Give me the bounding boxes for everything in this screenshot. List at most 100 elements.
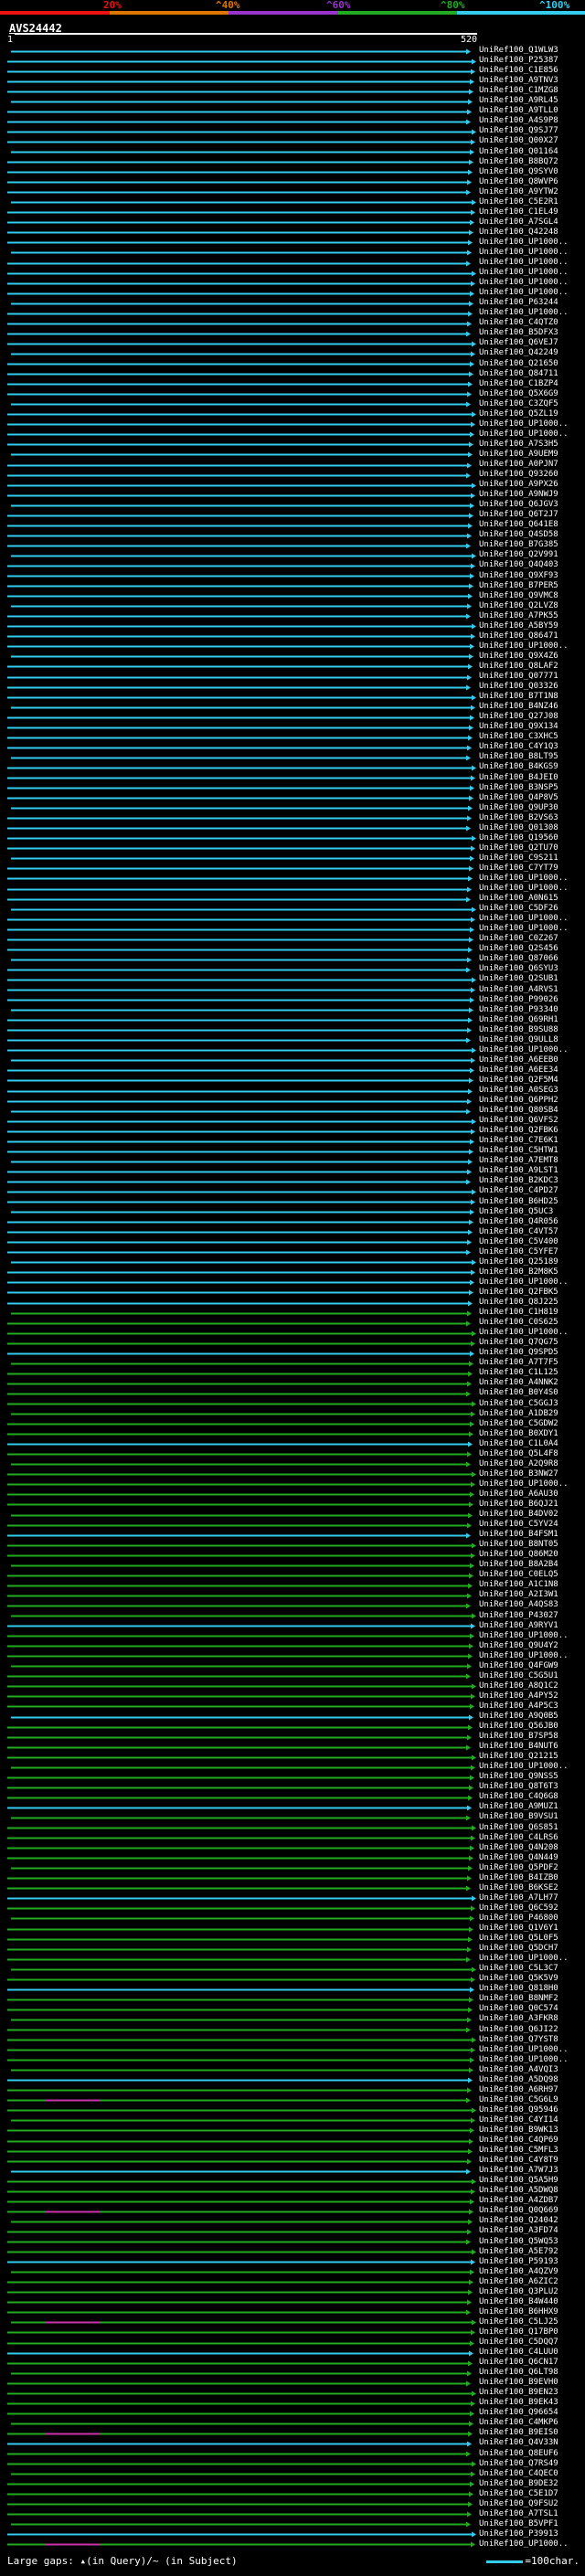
hit-label[interactable]: UniRef100_Q42249 (479, 348, 558, 357)
hit-label[interactable]: UniRef100_A9TLL0 (479, 106, 558, 115)
hit-label[interactable]: UniRef100_A4QZV9 (479, 2267, 558, 2276)
hit-label[interactable]: UniRef100_Q5X6G9 (479, 389, 558, 398)
hit-label[interactable]: UniRef100_C0S625 (479, 1318, 558, 1327)
hit-label[interactable]: UniRef100_B4NUT6 (479, 1742, 558, 1751)
hit-label[interactable]: UniRef100_B7SP58 (479, 1732, 558, 1741)
hit-label[interactable]: UniRef100_B9WK13 (479, 2125, 558, 2135)
hit-label[interactable]: UniRef100_UP1000.. (479, 1651, 569, 1660)
hit-label[interactable]: UniRef100_UP1000.. (479, 429, 569, 439)
hit-label[interactable]: UniRef100_A7LH77 (479, 1893, 558, 1903)
hit-label[interactable]: UniRef100_A5DWQ8 (479, 2186, 558, 2195)
hit-label[interactable]: UniRef100_Q4V33N (479, 2438, 558, 2447)
hit-label[interactable]: UniRef100_Q5UC3 (479, 1207, 554, 1216)
hit-label[interactable]: UniRef100_Q7YST8 (479, 2035, 558, 2044)
hit-label[interactable]: UniRef100_Q5PDF2 (479, 1863, 558, 1872)
hit-label[interactable]: UniRef100_Q7RS49 (479, 2459, 558, 2468)
hit-label[interactable]: UniRef100_UP1000.. (479, 268, 569, 277)
hit-label[interactable]: UniRef100_UP1000.. (479, 874, 569, 883)
hit-label[interactable]: UniRef100_B8LT95 (479, 752, 558, 761)
hit-label[interactable]: UniRef100_P93340 (479, 1005, 558, 1014)
hit-label[interactable]: UniRef100_C5E1D7 (479, 2489, 558, 2498)
hit-label[interactable]: UniRef100_A7SGL4 (479, 217, 558, 227)
hit-label[interactable]: UniRef100_A9MUZ1 (479, 1802, 558, 1811)
hit-label[interactable]: UniRef100_P99026 (479, 995, 558, 1004)
hit-label[interactable]: UniRef100_UP1000.. (479, 1762, 569, 1771)
hit-label[interactable]: UniRef100_B5DFX3 (479, 328, 558, 337)
hit-label[interactable]: UniRef100_Q17BP0 (479, 2327, 558, 2337)
hit-label[interactable]: UniRef100_Q9X4Z6 (479, 652, 558, 661)
hit-label[interactable]: UniRef100_B6KSE2 (479, 1883, 558, 1892)
hit-label[interactable]: UniRef100_B2VS63 (479, 813, 558, 822)
hit-label[interactable]: UniRef100_Q2F5M4 (479, 1076, 558, 1085)
hit-label[interactable]: UniRef100_C5MFL3 (479, 2146, 558, 2155)
hit-label[interactable]: UniRef100_C1L125 (479, 1368, 558, 1377)
hit-label[interactable]: UniRef100_C1E856 (479, 66, 558, 75)
hit-label[interactable]: UniRef100_B9DE32 (479, 2479, 558, 2488)
hit-label[interactable]: UniRef100_UP1000.. (479, 2539, 569, 2549)
hit-label[interactable]: UniRef100_B6QJ21 (479, 1500, 558, 1509)
hit-label[interactable]: UniRef100_C7E6K1 (479, 1136, 558, 1145)
hit-label[interactable]: UniRef100_B5VPF1 (479, 2519, 558, 2528)
hit-label[interactable]: UniRef100_A0PJN7 (479, 460, 558, 469)
hit-label[interactable]: UniRef100_UP1000.. (479, 248, 569, 257)
hit-label[interactable]: UniRef100_UP1000.. (479, 2045, 569, 2054)
hit-label[interactable]: UniRef100_Q4SD58 (479, 530, 558, 539)
hit-label[interactable]: UniRef100_A4VQI3 (479, 2065, 558, 2074)
hit-label[interactable]: UniRef100_UP1000.. (479, 258, 569, 267)
hit-label[interactable]: UniRef100_UP1000.. (479, 884, 569, 893)
hit-label[interactable]: UniRef100_Q2SUB1 (479, 974, 558, 983)
hit-label[interactable]: UniRef100_A2I3W1 (479, 1590, 558, 1599)
hit-label[interactable]: UniRef100_Q0C574 (479, 2004, 558, 2013)
hit-label[interactable]: UniRef100_Q27J08 (479, 712, 558, 721)
hit-label[interactable]: UniRef100_Q9XF93 (479, 571, 558, 580)
hit-label[interactable]: UniRef100_Q6VEJ7 (479, 338, 558, 347)
hit-label[interactable]: UniRef100_A7T7F5 (479, 1358, 558, 1367)
hit-label[interactable]: UniRef100_Q3PLU2 (479, 2287, 558, 2296)
hit-label[interactable]: UniRef100_UP1000.. (479, 238, 569, 247)
hit-label[interactable]: UniRef100_A5BY59 (479, 621, 558, 631)
hit-label[interactable]: UniRef100_B4W440 (479, 2297, 558, 2306)
hit-label[interactable]: UniRef100_A1C1N8 (479, 1580, 558, 1589)
hit-label[interactable]: UniRef100_Q8EUF6 (479, 2449, 558, 2458)
hit-label[interactable]: UniRef100_Q9NSS5 (479, 1772, 558, 1781)
hit-label[interactable]: UniRef100_Q9SYV0 (479, 167, 558, 176)
hit-label[interactable]: UniRef100_Q5WQ53 (479, 2237, 558, 2246)
hit-label[interactable]: UniRef100_Q9SPD5 (479, 1348, 558, 1357)
hit-label[interactable]: UniRef100_C4MKP6 (479, 2418, 558, 2427)
hit-label[interactable]: UniRef100_Q4P8V5 (479, 793, 558, 802)
hit-label[interactable]: UniRef100_B8NMF2 (479, 1994, 558, 2003)
hit-label[interactable]: UniRef100_B8A2B4 (479, 1560, 558, 1569)
hit-label[interactable]: UniRef100_Q6C592 (479, 1903, 558, 1913)
hit-label[interactable]: UniRef100_Q8WVP6 (479, 177, 558, 186)
hit-label[interactable]: UniRef100_Q9ULL8 (479, 1035, 558, 1044)
hit-label[interactable]: UniRef100_Q86471 (479, 631, 558, 641)
hit-label[interactable]: UniRef100_A7W7J3 (479, 2166, 558, 2175)
hit-label[interactable]: UniRef100_B3NSP5 (479, 783, 558, 792)
hit-label[interactable]: UniRef100_C4Y1Q3 (479, 742, 558, 751)
hit-label[interactable]: UniRef100_C4Y8T9 (479, 2156, 558, 2165)
hit-label[interactable]: UniRef100_Q96654 (479, 2408, 558, 2417)
hit-label[interactable]: UniRef100_Q6VFS2 (479, 1116, 558, 1125)
hit-label[interactable]: UniRef100_UP1000.. (479, 288, 569, 297)
hit-label[interactable]: UniRef100_A6AU30 (479, 1489, 558, 1499)
hit-label[interactable]: UniRef100_Q56JB0 (479, 1722, 558, 1731)
hit-label[interactable]: UniRef100_A4P5C3 (479, 1701, 558, 1711)
hit-label[interactable]: UniRef100_B4JEI0 (479, 773, 558, 782)
hit-label[interactable]: UniRef100_A4ZDB7 (479, 2196, 558, 2205)
hit-label[interactable]: UniRef100_UP1000.. (479, 2055, 569, 2064)
hit-label[interactable]: UniRef100_C5DQQ7 (479, 2337, 558, 2347)
hit-label[interactable]: UniRef100_C5G5U1 (479, 1671, 558, 1680)
hit-label[interactable]: UniRef100_Q21650 (479, 359, 558, 368)
hit-label[interactable]: UniRef100_A9YTW2 (479, 187, 558, 196)
hit-label[interactable]: UniRef100_Q25189 (479, 1257, 558, 1267)
hit-label[interactable]: UniRef100_UP1000.. (479, 1631, 569, 1640)
hit-label[interactable]: UniRef100_C5V400 (479, 1237, 558, 1246)
hit-label[interactable]: UniRef100_C5E2R1 (479, 197, 558, 207)
hit-label[interactable]: UniRef100_A4S9P8 (479, 116, 558, 125)
hit-label[interactable]: UniRef100_Q8J225 (479, 1298, 558, 1307)
hit-label[interactable]: UniRef100_Q6LT98 (479, 2368, 558, 2377)
hit-label[interactable]: UniRef100_C4LUU0 (479, 2348, 558, 2357)
hit-label[interactable]: UniRef100_Q24042 (479, 2216, 558, 2225)
hit-label[interactable]: UniRef100_Q5DCH7 (479, 1944, 558, 1953)
hit-label[interactable]: UniRef100_Q9X134 (479, 722, 558, 731)
